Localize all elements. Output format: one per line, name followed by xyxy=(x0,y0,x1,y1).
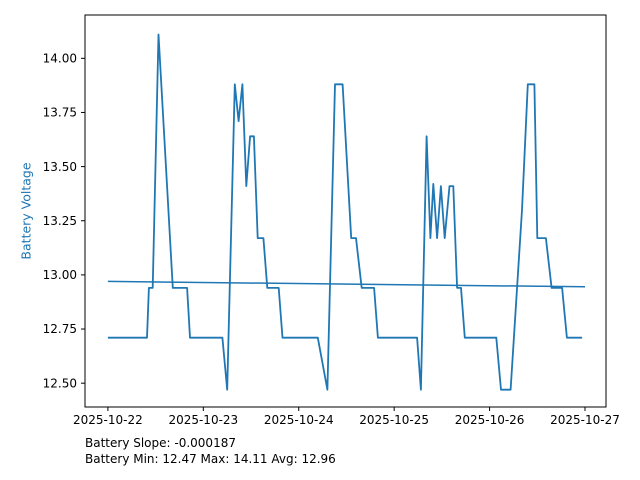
footer-annotation: Battery Slope: -0.000187 Battery Min: 12… xyxy=(85,435,336,467)
x-axis-tick-label: 2025-10-27 xyxy=(550,413,620,427)
y-axis-tick-label: 14.00 xyxy=(43,52,77,66)
y-axis-label: Battery Voltage xyxy=(18,162,34,260)
y-axis-tick-label: 13.00 xyxy=(43,268,77,282)
plot-border xyxy=(84,14,607,408)
y-axis-tick-label: 13.75 xyxy=(43,106,77,120)
battery-slope-text: Battery Slope: -0.000187 xyxy=(85,436,236,450)
battery-voltage xyxy=(107,33,583,391)
x-axis-tick-label: 2025-10-23 xyxy=(168,413,238,427)
trend-line xyxy=(107,280,586,288)
x-axis-tick-label: 2025-10-22 xyxy=(73,413,143,427)
battery-min-max-avg-text: Battery Min: 12.47 Max: 14.11 Avg: 12.96 xyxy=(85,452,336,466)
x-axis-tick-label: 2025-10-24 xyxy=(264,413,334,427)
x-axis-tick-label: 2025-10-26 xyxy=(455,413,525,427)
y-axis-tick-label: 13.25 xyxy=(43,214,77,228)
y-axis-tick-label: 12.75 xyxy=(43,322,77,336)
y-axis-tick-label: 12.50 xyxy=(43,376,77,390)
y-axis-tick-label: 13.50 xyxy=(43,160,77,174)
x-axis-tick-label: 2025-10-25 xyxy=(359,413,429,427)
